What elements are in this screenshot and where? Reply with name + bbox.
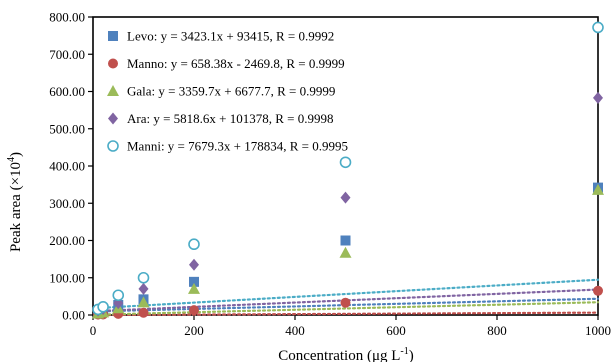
x-axis: 0 200 400 600 800 1000: [90, 315, 611, 338]
point-gala: [137, 296, 150, 308]
point-ara: [189, 258, 199, 271]
legend-label-manno: Manno: y = 658.38x - 2469.8, R = 0.9999: [127, 56, 345, 71]
point-gala: [188, 282, 200, 294]
y-tick-label: 100.00: [49, 270, 85, 285]
point-manno: [593, 285, 603, 296]
point-levo: [189, 276, 199, 287]
x-tick-label: 400: [285, 323, 305, 338]
y-tick-label: 500.00: [49, 121, 85, 136]
point-manno: [138, 307, 149, 318]
point-manno: [340, 297, 351, 308]
legend-marker-manni: [107, 140, 119, 152]
trendline-gala: [96, 301, 600, 316]
point-manni: [339, 156, 352, 169]
x-tick-label: 800: [487, 323, 507, 338]
y-tick-label: 300.00: [49, 196, 85, 211]
x-tick-label: 200: [184, 323, 204, 338]
point-manni: [592, 21, 604, 34]
legend-label-ara: Ara: y = 5818.6x + 101378, R = 0.9998: [127, 111, 334, 126]
legend-label-gala: Gala: y = 3359.7x + 6677.7, R = 0.9999: [127, 84, 335, 99]
point-gala: [339, 246, 352, 258]
y-axis-title: Peak area (×104): [6, 152, 24, 252]
x-tick-label: 600: [386, 323, 406, 338]
legend-label-manni: Manni: y = 7679.3x + 178834, R = 0.9995: [127, 139, 348, 154]
point-gala: [592, 183, 604, 195]
point-ara: [340, 191, 351, 204]
y-tick-label: 600.00: [49, 84, 85, 99]
legend-marker-manno: [108, 58, 118, 69]
x-tick-label: 0: [90, 323, 97, 338]
y-tick-label: 700.00: [49, 47, 85, 62]
trendline-manno: [96, 311, 600, 317]
legend-marker-gala: [107, 85, 119, 96]
point-levo: [340, 235, 351, 246]
y-tick-label: 400.00: [49, 159, 85, 174]
point-ara: [138, 282, 149, 295]
point-manno: [189, 305, 199, 316]
y-tick-label: 800.00: [49, 10, 85, 25]
point-manni: [97, 301, 109, 313]
y-tick-label: 0.00: [62, 308, 85, 323]
legend-label-levo: Levo: y = 3423.1x + 93415, R = 0.9992: [127, 29, 334, 44]
trendlines: [96, 278, 600, 317]
legend-marker-ara: [108, 112, 118, 125]
point-manni: [137, 271, 150, 284]
data-markers: [92, 21, 604, 320]
y-axis: 0.00 100.00 200.00 300.00 400.00 500.00 600.00…: [49, 10, 93, 323]
point-manni: [112, 289, 125, 302]
y-tick-label: 200.00: [49, 233, 85, 248]
legend: Levo: y = 3423.1x + 93415, R = 0.9992 Man…: [107, 29, 348, 154]
point-ara: [593, 91, 603, 104]
x-axis-title: Concentration (μg L-1): [278, 346, 414, 362]
point-manni: [188, 238, 200, 251]
trendline-manni: [96, 278, 600, 310]
x-tick-label: 1000: [585, 323, 611, 338]
legend-marker-levo: [108, 31, 118, 41]
